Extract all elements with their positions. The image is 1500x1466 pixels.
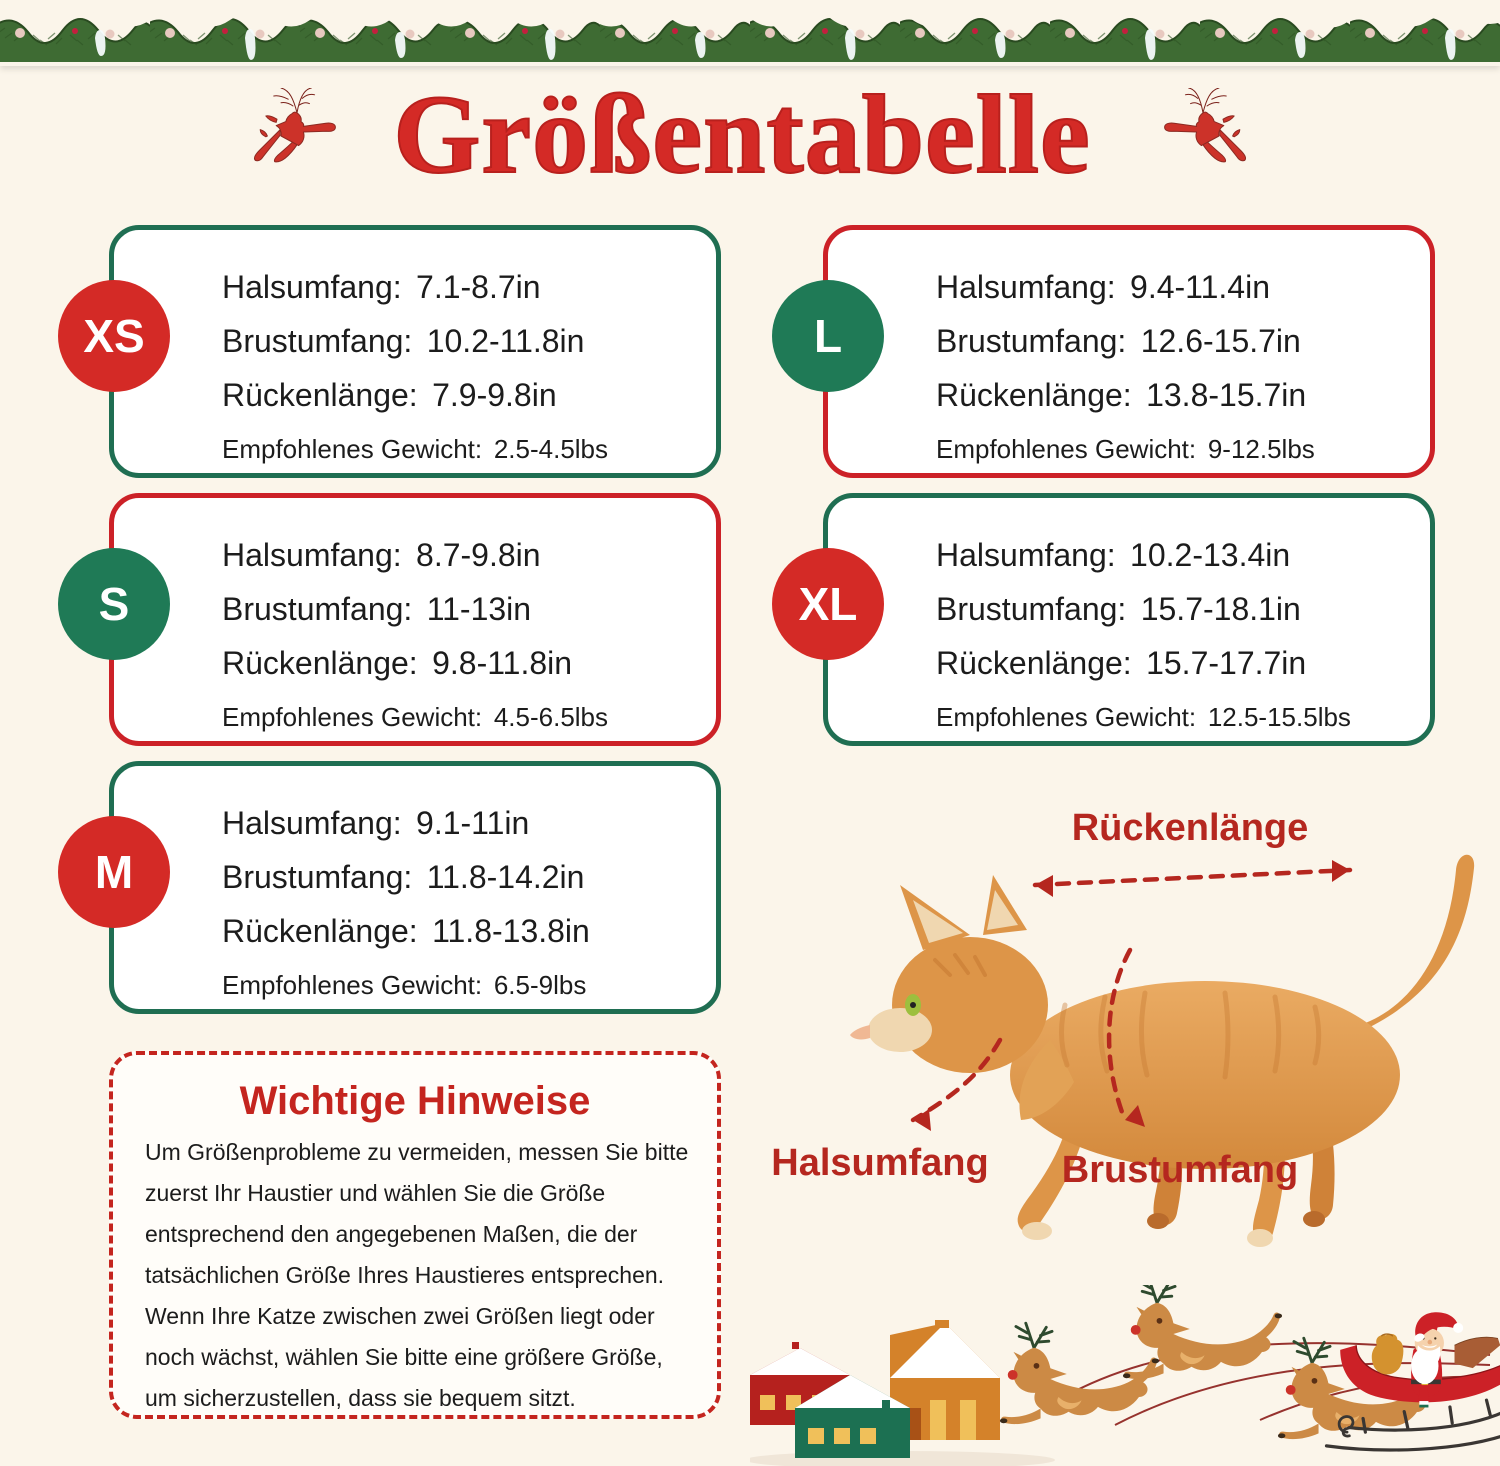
svg-text:Brustumfang: Brustumfang [1062, 1149, 1298, 1191]
svg-text:Halsumfang: Halsumfang [771, 1142, 988, 1184]
svg-text:Rückenlänge: Rückenlänge [1072, 807, 1309, 849]
